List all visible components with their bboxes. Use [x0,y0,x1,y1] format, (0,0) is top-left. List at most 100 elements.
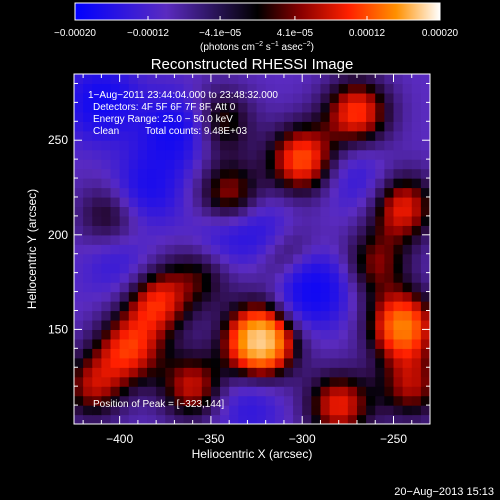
heatmap-cell [256,102,267,113]
heatmap-cell [256,376,267,387]
heatmap-cell [156,253,166,264]
heatmap-cell [220,272,230,283]
heatmap-cell [229,225,239,236]
heatmap-cell [92,140,102,151]
heatmap-cell [329,149,340,160]
heatmap-cell [165,376,176,387]
heatmap-cell [320,282,331,293]
heatmap-cell [83,367,93,378]
heatmap-cell [74,149,84,160]
heatmap-cell [274,367,285,378]
heatmap-cell [220,329,230,340]
heatmap-cell [128,159,139,170]
heatmap-cell [274,291,285,302]
heatmap-cell [375,83,385,94]
heatmap-cell [347,319,358,331]
heatmap-cell [311,386,322,397]
heatmap-cell [366,272,376,283]
heatmap-cell [229,215,239,226]
heatmap-cell [229,282,239,293]
heatmap-cell [238,348,249,359]
heatmap-cell [283,234,294,245]
heatmap-cell [420,348,430,359]
heatmap-cell [274,414,285,424]
heatmap-cell [265,149,276,160]
heatmap-cell [83,225,93,236]
heatmap-cell [156,102,166,113]
heatmap-cell [402,376,413,387]
heatmap-cell [183,310,194,321]
heatmap-cell [256,83,267,94]
heatmap-cell [393,234,404,245]
heatmap-cell [165,338,176,349]
heatmap-cell [420,376,430,387]
heatmap-cell [420,386,430,397]
heatmap-cell [92,348,102,359]
heatmap-cell [119,395,130,406]
heatmap-cell [229,196,239,208]
heatmap-cell [384,291,395,302]
heatmap-cell [147,206,157,217]
heatmap-cell [74,74,84,85]
heatmap-cell [128,102,139,113]
heatmap-cell [375,414,385,424]
heatmap-cell [338,92,349,103]
heatmap-cell [356,168,367,179]
heatmap-cell [183,196,194,208]
heatmap-cell [411,319,422,331]
heatmap-cell [137,168,148,179]
heatmap-cell [165,215,176,226]
heatmap-cell [375,187,385,198]
heatmap-cell [74,130,84,141]
heatmap-cell [366,386,376,397]
heatmap-cell [220,234,230,245]
heatmap-cell [201,92,212,103]
heatmap-cell [238,319,249,331]
heatmap-cell [174,215,185,226]
heatmap-cell [256,367,267,378]
heatmap-cell [274,225,285,236]
heatmap-cell [210,159,221,170]
heatmap-cell [74,301,84,312]
heatmap-cell [183,405,194,416]
heatmap-cell [329,376,340,387]
heatmap-cell [137,92,148,103]
heatmap-cell [338,386,349,397]
heatmap-cell [74,92,84,103]
heatmap-cell [366,282,376,293]
heatmap-cell [110,187,121,198]
heatmap-cell [147,74,157,85]
heatmap-cell [201,367,212,378]
heatmap-cell [411,367,422,378]
heatmap-cell [393,338,404,349]
heatmap-cell [329,395,340,406]
heatmap-cell [201,159,212,170]
heatmap-cell [302,395,312,406]
heatmap-cell [83,244,93,255]
heatmap-cell [83,301,93,312]
heatmap-cell [283,121,294,132]
heatmap-cell [192,178,203,189]
heatmap-cell [183,282,194,293]
heatmap-cell [128,405,139,416]
heatmap-cell [265,102,276,113]
heatmap-cell [411,196,422,208]
heatmap-cell [119,215,130,226]
heatmap-cell [101,168,112,179]
heatmap-cell [156,83,166,94]
heatmap-cell [110,168,121,179]
heatmap-cell [293,386,303,397]
heatmap-cell [74,196,84,208]
heatmap-cell [393,405,404,416]
heatmap-cell [137,149,148,160]
heatmap-cell [119,168,130,179]
heatmap-cell [165,386,176,397]
heatmap-cell [92,111,102,122]
heatmap-cell [411,301,422,312]
heatmap-cell [302,376,312,387]
heatmap-cell [183,130,194,141]
heatmap-cell [293,329,303,340]
heatmap-cell [366,367,376,378]
heatmap-cell [74,357,84,368]
heatmap-cell [128,215,139,226]
